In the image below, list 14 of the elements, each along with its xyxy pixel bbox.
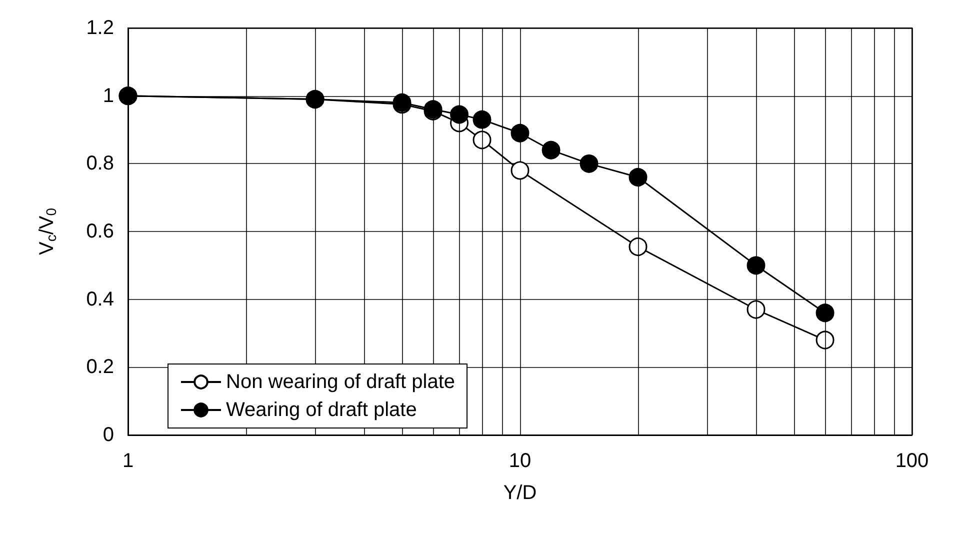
y-tick-label: 0.6 bbox=[86, 220, 114, 242]
y-tick-label: 1 bbox=[102, 84, 114, 107]
y-tick-label: 0.4 bbox=[86, 288, 114, 310]
y-axis-title: Vc/V0 bbox=[36, 208, 59, 256]
y-tick-label: 1.2 bbox=[86, 17, 114, 39]
y-tick-label: 0.8 bbox=[86, 152, 114, 175]
x-tick-label: 100 bbox=[895, 450, 929, 472]
legend-label: Non wearing of draft plate bbox=[226, 371, 456, 393]
x-tick-label: 1 bbox=[122, 450, 134, 472]
y-tick-label: 0.2 bbox=[86, 356, 114, 378]
y-tick-label: 0 bbox=[102, 424, 114, 446]
legend-label: Wearing of draft plate bbox=[226, 399, 417, 421]
x-axis-title: Y/D bbox=[503, 482, 537, 504]
x-tick-label: 10 bbox=[508, 450, 532, 472]
